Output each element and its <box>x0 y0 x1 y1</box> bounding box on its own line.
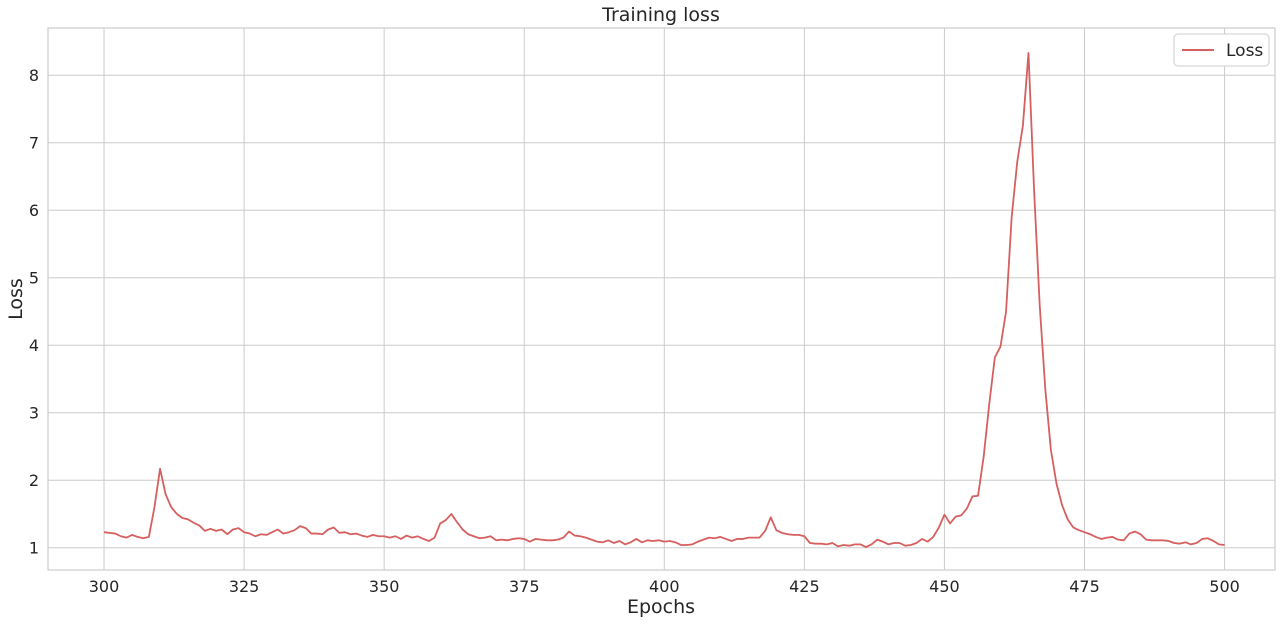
x-tick-label: 300 <box>89 577 120 596</box>
y-tick-label: 3 <box>29 404 39 423</box>
series-layer <box>103 52 1225 548</box>
x-tick-label: 425 <box>789 577 820 596</box>
y-tick-label: 4 <box>29 336 39 355</box>
x-axis-ticks: 300 325 350 375 400 425 450 475 500 <box>89 577 1240 596</box>
x-tick-label: 475 <box>1069 577 1100 596</box>
x-tick-label: 375 <box>509 577 540 596</box>
x-tick-label: 350 <box>369 577 400 596</box>
plot-frame <box>47 27 1276 571</box>
x-tick-label: 400 <box>649 577 680 596</box>
chart-title: Training loss <box>601 4 720 26</box>
y-tick-label: 6 <box>29 201 39 220</box>
x-tick-label: 325 <box>229 577 260 596</box>
y-axis-label: Loss <box>5 278 27 320</box>
legend: Loss <box>1173 33 1270 67</box>
series-line-loss <box>103 52 1225 548</box>
legend-box <box>1173 33 1270 67</box>
y-tick-label: 7 <box>29 134 39 153</box>
legend-label-loss: Loss <box>1226 41 1263 61</box>
plot-background <box>48 28 1275 570</box>
y-tick-label: 5 <box>29 269 39 288</box>
x-axis-label: Epochs <box>627 596 695 618</box>
y-tick-label: 1 <box>29 539 39 558</box>
grid <box>48 28 1275 570</box>
y-tick-label: 8 <box>29 66 39 85</box>
y-axis-ticks: 1 2 3 4 5 6 7 8 <box>29 66 39 557</box>
y-tick-label: 2 <box>29 471 39 490</box>
x-tick-label: 500 <box>1209 577 1240 596</box>
x-tick-label: 450 <box>929 577 960 596</box>
